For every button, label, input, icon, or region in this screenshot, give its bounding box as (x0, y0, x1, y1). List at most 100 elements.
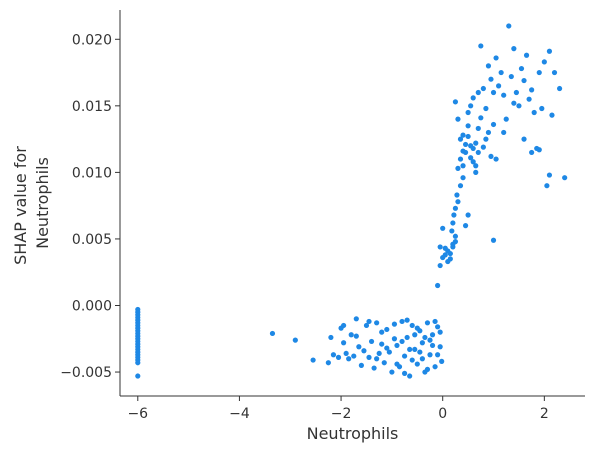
y-tick-label: 0.015 (72, 99, 112, 115)
data-point (536, 147, 542, 153)
data-point (462, 141, 469, 148)
data-point (429, 342, 436, 349)
data-point (457, 136, 464, 142)
data-point (465, 212, 471, 218)
data-point (493, 156, 499, 162)
data-point (483, 136, 489, 142)
data-point (435, 282, 441, 289)
data-point (556, 85, 563, 92)
y-tick-label: 0.000 (72, 298, 112, 314)
data-point (292, 337, 298, 343)
data-point (366, 354, 372, 360)
data-point (348, 332, 354, 338)
data-point (404, 317, 410, 323)
data-point (451, 212, 457, 218)
data-point (480, 144, 486, 150)
x-tick-label: 2 (540, 406, 549, 422)
data-point (470, 159, 476, 165)
data-point (562, 175, 568, 181)
data-point (407, 373, 413, 379)
data-point (353, 316, 359, 322)
data-point (452, 205, 459, 211)
data-point (401, 353, 408, 359)
data-point (429, 332, 436, 338)
data-point (404, 334, 410, 341)
data-point (427, 352, 433, 358)
data-point (506, 23, 512, 29)
data-point (435, 352, 441, 358)
data-point (503, 116, 509, 122)
data-point (353, 333, 359, 339)
data-point (490, 121, 497, 128)
data-point (445, 248, 451, 254)
data-point (407, 346, 413, 353)
data-point (419, 356, 425, 362)
data-point (468, 103, 474, 109)
data-point (521, 136, 527, 142)
data-point (325, 360, 331, 366)
data-point (437, 329, 443, 335)
data-point (394, 342, 400, 349)
data-point (432, 364, 438, 370)
data-point (328, 334, 334, 341)
data-point (470, 95, 476, 101)
data-point (422, 334, 428, 341)
data-point (531, 109, 537, 116)
data-point (546, 48, 553, 54)
data-point (526, 96, 532, 102)
y-tick-label: 0.020 (72, 32, 112, 48)
data-point (330, 352, 337, 358)
data-point (366, 318, 372, 325)
y-axis-title-line-2: Neutrophils (33, 157, 52, 249)
data-point (485, 129, 492, 136)
data-point (394, 361, 400, 367)
data-point (478, 43, 484, 49)
data-point (135, 373, 141, 379)
data-point (468, 155, 474, 161)
data-point (549, 112, 555, 118)
data-point (483, 105, 489, 112)
data-point (437, 344, 443, 350)
data-point (452, 233, 459, 239)
data-point (381, 360, 387, 366)
data-point (341, 340, 347, 346)
data-point (374, 320, 380, 326)
data-point (412, 332, 418, 338)
x-ticks: −6 −4 −2 0 2 (127, 396, 549, 422)
data-point (539, 105, 545, 112)
data-point (384, 326, 390, 333)
data-point (465, 123, 471, 129)
data-point (401, 370, 408, 376)
data-point (460, 163, 466, 169)
data-point (455, 116, 461, 122)
data-point (462, 149, 469, 156)
data-point (376, 350, 382, 357)
data-point (457, 183, 464, 189)
data-point (455, 199, 461, 205)
data-point (473, 163, 479, 169)
data-point (379, 341, 385, 347)
data-point (457, 156, 464, 162)
data-point (414, 361, 420, 367)
data-point (424, 366, 431, 372)
data-point (490, 237, 497, 243)
data-point (465, 133, 471, 140)
data-point (310, 357, 316, 363)
data-point (351, 353, 357, 359)
data-point (452, 239, 459, 245)
data-point (468, 143, 474, 149)
data-point (427, 337, 433, 343)
data-point (475, 89, 481, 96)
data-point (335, 354, 342, 360)
data-point (521, 77, 527, 84)
data-point (473, 169, 479, 175)
data-point (496, 83, 502, 89)
data-point (465, 109, 471, 116)
data-point (488, 153, 494, 160)
data-point (391, 336, 398, 342)
x-tick-label: 0 (438, 406, 447, 422)
data-point (460, 132, 466, 138)
data-point (356, 344, 362, 350)
data-point (454, 192, 460, 198)
data-point (346, 356, 352, 362)
